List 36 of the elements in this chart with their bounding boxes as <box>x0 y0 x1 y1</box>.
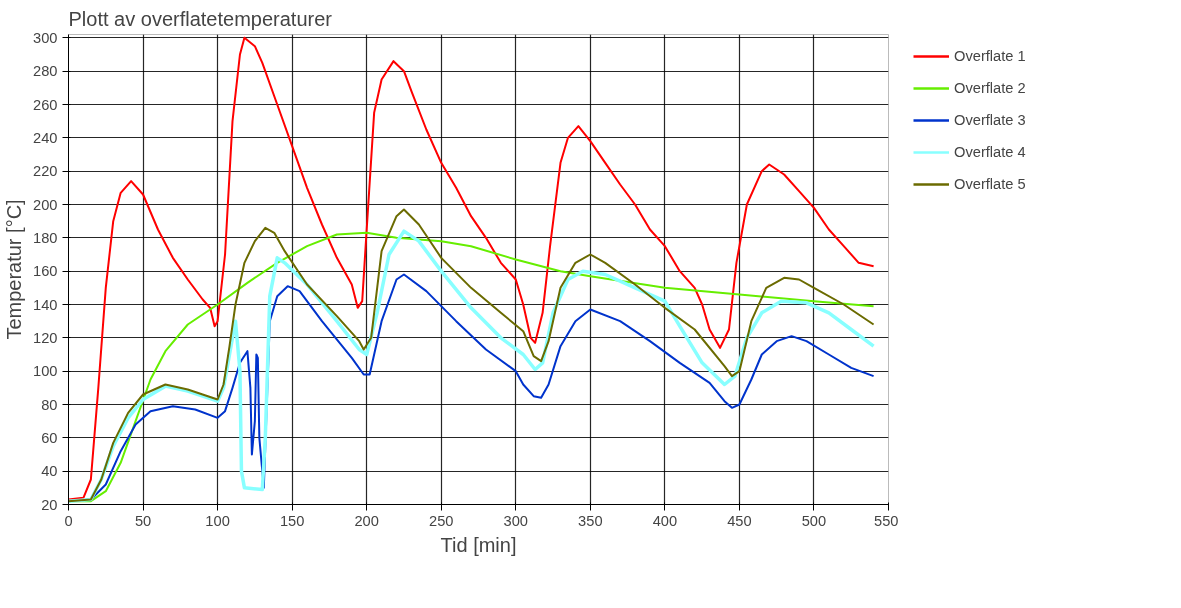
x-tick-label: 200 <box>354 512 379 529</box>
y-tick-label: 160 <box>33 263 58 280</box>
y-tick-label: 120 <box>33 329 58 346</box>
y-tick-label: 20 <box>41 496 58 513</box>
y-tick-label: 140 <box>33 296 58 313</box>
y-tick-label: 300 <box>33 29 58 46</box>
y-tick-label: 100 <box>33 363 58 380</box>
legend-label: Overflate 1 <box>954 48 1026 64</box>
y-tick-label: 40 <box>41 463 58 480</box>
y-axis-title: Temperatur [°C] <box>3 199 26 340</box>
y-tick-label: 240 <box>33 129 58 146</box>
x-tick-label: 0 <box>64 512 73 529</box>
x-tick-label: 50 <box>134 512 152 529</box>
y-tick-label: 200 <box>33 196 58 213</box>
x-tick-label: 250 <box>429 512 454 529</box>
legend-label: Overflate 2 <box>954 80 1026 96</box>
y-tick-label: 220 <box>33 163 58 180</box>
x-tick-label: 550 <box>874 512 899 529</box>
x-tick-label: 450 <box>727 512 752 529</box>
x-tick-label: 150 <box>279 512 305 529</box>
y-tick-label: 280 <box>33 63 58 80</box>
legend-label: Overflate 3 <box>954 112 1026 128</box>
x-axis-title: Tid [min] <box>440 533 517 556</box>
x-tick-label: 400 <box>652 512 678 529</box>
y-tick-label: 180 <box>33 229 58 246</box>
y-tick-label: 260 <box>33 96 58 113</box>
x-tick-label: 500 <box>801 512 827 529</box>
x-tick-label: 300 <box>503 512 529 529</box>
legend-label: Overflate 4 <box>954 144 1026 160</box>
legend-label: Overflate 5 <box>954 176 1026 192</box>
line-series <box>68 36 875 501</box>
chart-title: Plott av overflatetemperaturer <box>68 7 333 30</box>
y-tick-label: 80 <box>41 396 58 413</box>
x-tick-label: 350 <box>578 512 603 529</box>
x-tick-label: 100 <box>205 512 230 529</box>
y-tick-label: 60 <box>41 429 58 446</box>
